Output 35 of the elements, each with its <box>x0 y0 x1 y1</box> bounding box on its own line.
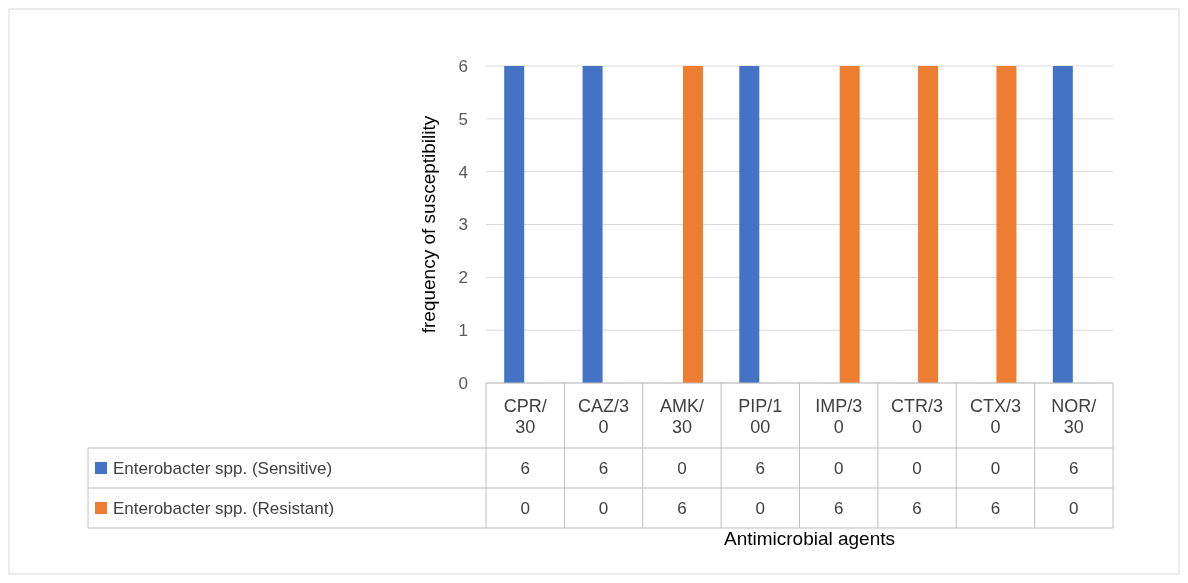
x-tick-label: PIP/100 <box>738 395 783 437</box>
legend-label: Enterobacter spp. (Sensitive) <box>113 458 333 478</box>
legend-label: Enterobacter spp. (Resistant) <box>113 498 335 518</box>
data-label: 6 <box>520 458 530 478</box>
data-label: 6 <box>990 498 1001 518</box>
data-label: 0 <box>755 498 766 518</box>
x-tick-label: CTR/30 <box>891 395 944 437</box>
data-label: 0 <box>833 458 844 478</box>
data-label: 6 <box>1069 458 1079 478</box>
y-tick-label: 1 <box>458 321 468 341</box>
y-tick-label: 6 <box>458 56 468 76</box>
data-label: 0 <box>1069 498 1079 518</box>
x-axis-title: Antimicrobial agents <box>723 527 896 549</box>
y-tick-label: 5 <box>458 109 468 129</box>
data-label: 6 <box>755 458 766 478</box>
y-tick-label: 4 <box>458 162 468 182</box>
data-label: 0 <box>520 498 530 518</box>
x-tick-label: CTX/30 <box>969 395 1021 437</box>
data-label: 6 <box>833 498 844 518</box>
y-tick-label: 2 <box>458 268 468 288</box>
x-tick-label: NOR/30 <box>1051 395 1097 437</box>
x-tick-label: AMK/30 <box>659 395 704 437</box>
x-tick-label: CAZ/30 <box>578 395 630 437</box>
data-label: 6 <box>912 498 922 518</box>
data-label: 0 <box>912 458 922 478</box>
y-axis-title: frequency of susceptibility <box>417 115 439 334</box>
data-label: 6 <box>677 498 687 518</box>
y-tick-label: 3 <box>458 215 468 235</box>
x-tick-label: CPR/30 <box>503 395 547 437</box>
y-tick-label: 0 <box>458 373 468 393</box>
data-label: 6 <box>598 458 609 478</box>
x-tick-label: IMP/30 <box>815 395 863 437</box>
data-label: 0 <box>598 498 609 518</box>
data-label: 0 <box>677 458 687 478</box>
data-label: 0 <box>990 458 1001 478</box>
